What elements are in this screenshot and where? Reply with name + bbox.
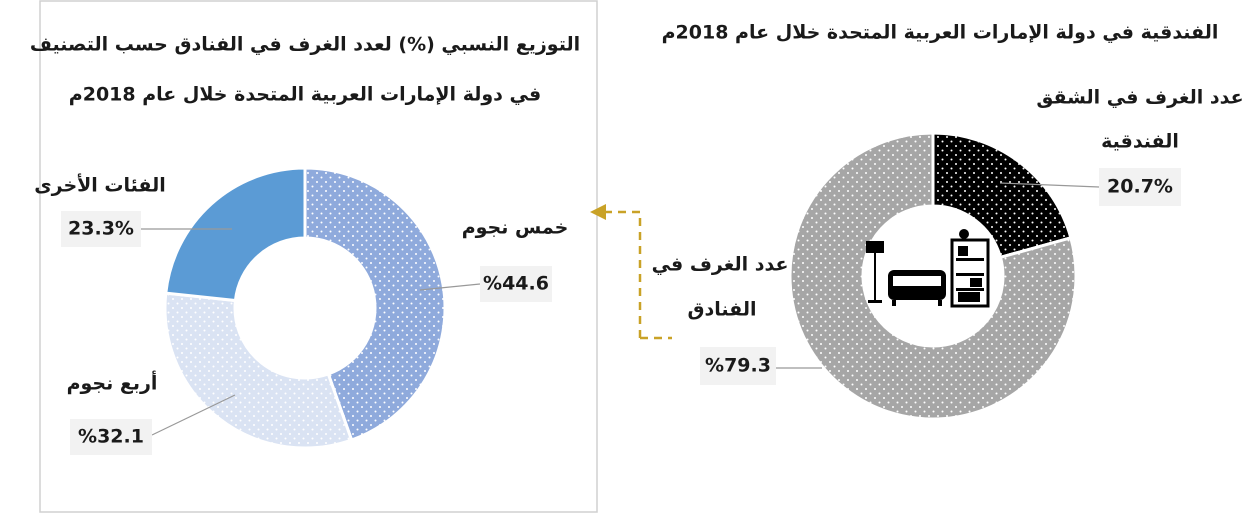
category-label: أربع نجوم xyxy=(67,371,158,395)
panel-border xyxy=(39,0,598,513)
leader-line xyxy=(999,182,1100,188)
leader-line xyxy=(151,394,236,436)
leader-line xyxy=(419,283,481,291)
value-label-box xyxy=(700,347,776,385)
connector-arrow xyxy=(590,204,606,220)
icon xyxy=(866,229,990,308)
category-label: الفندقية xyxy=(1101,131,1179,153)
category-label: عدد الغرف في xyxy=(652,254,789,276)
chart-title: الفندقية في دولة الإمارات العربية المتحد… xyxy=(662,22,1219,44)
value-label: %32.1 xyxy=(78,426,144,448)
value-label-box xyxy=(61,211,141,247)
donut-segment xyxy=(164,166,307,303)
value-label: 23.3% xyxy=(68,218,134,240)
chart-title: التوزيع النسبي (%) لعدد الغرف في الفنادق… xyxy=(30,34,580,56)
category-label: عدد الغرف في الشقق xyxy=(1036,87,1243,109)
value-label: %79.3 xyxy=(705,355,771,377)
value-label-box xyxy=(70,419,152,455)
category-label: خمس نجوم xyxy=(462,217,569,239)
value-label: %44.6 xyxy=(483,273,549,295)
donut-segment xyxy=(163,291,354,450)
category-label: الفئات الأخرى xyxy=(34,174,166,197)
connector xyxy=(605,210,672,340)
value-label: 20.7% xyxy=(1107,176,1173,198)
chart-title: في دولة الإمارات العربية المتحدة خلال عا… xyxy=(69,84,541,106)
category-label: الفنادق xyxy=(688,299,757,321)
value-label-box xyxy=(1099,168,1181,206)
value-label-box xyxy=(480,266,552,302)
